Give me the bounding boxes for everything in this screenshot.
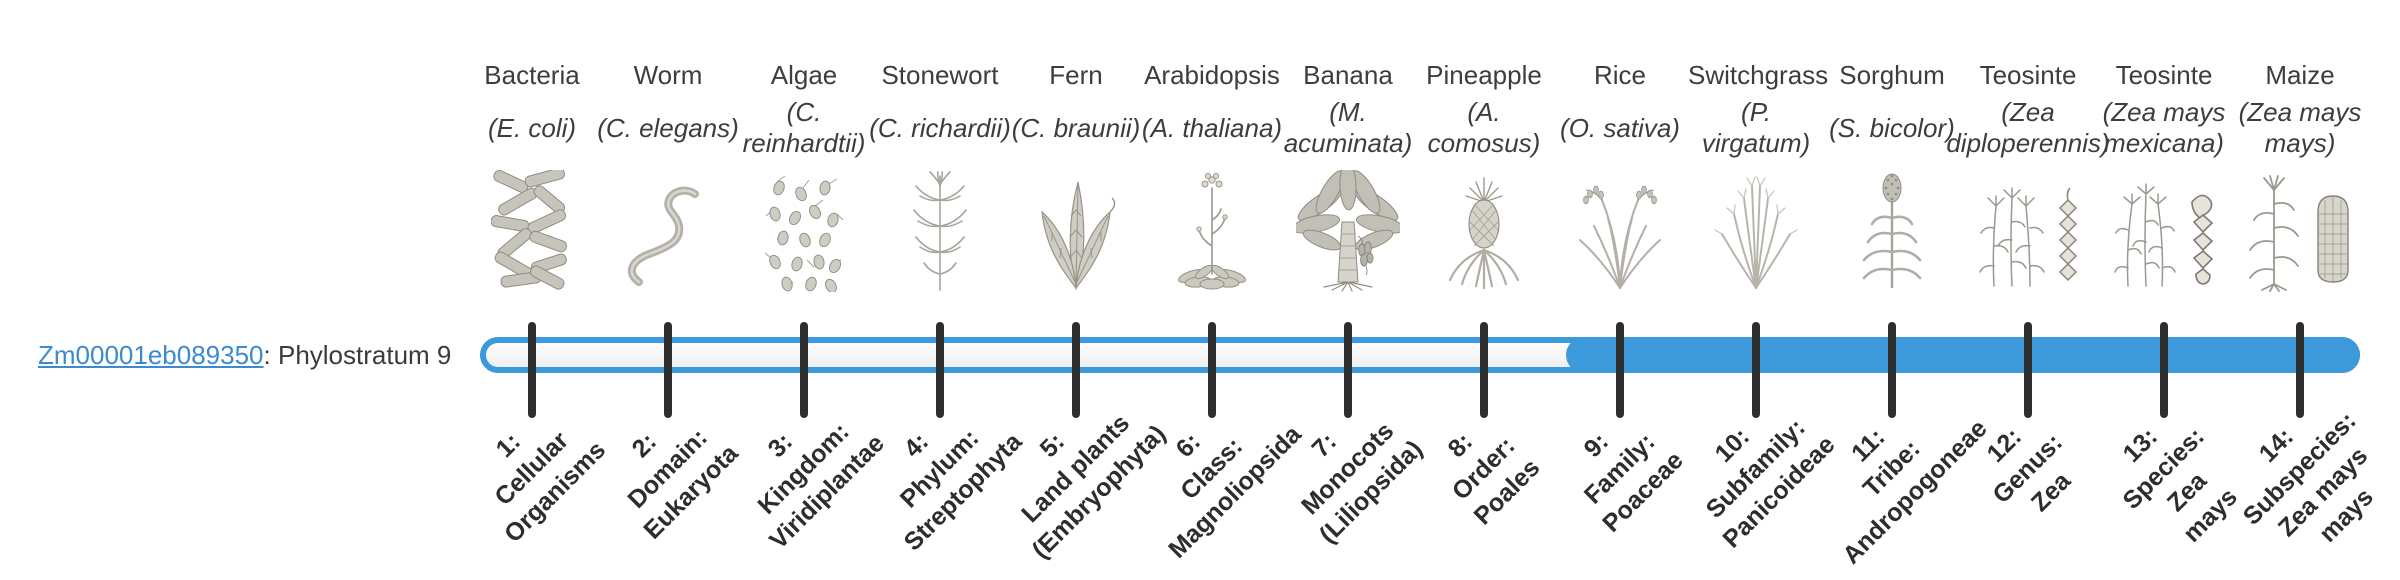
tick-9: [1616, 322, 1624, 418]
organism-name: Stonewort: [881, 60, 999, 90]
column-maize: Maize (Zea mays mays): [2232, 58, 2379, 548]
organism-species: (Zea mays mays): [2238, 97, 2362, 158]
column-stonewort: Stonewort (C. richardii) 4: Phylum:: [869, 58, 1027, 556]
column-arabidopsis: Arabidopsis (A. thaliana): [1142, 58, 1307, 564]
column-banana: Banana (M. acuminata): [1280, 58, 1428, 549]
sorghum-illustration: [1824, 164, 1960, 292]
organism-species: (A. comosus): [1427, 97, 1541, 158]
organism-species: (O. sativa): [1560, 112, 1680, 143]
organism-name: Pineapple: [1426, 60, 1542, 90]
tick-13: [2160, 322, 2168, 418]
column-fern: Fern (C. braunii) 5: Land pl: [1008, 58, 1172, 564]
tick-2: [664, 322, 672, 418]
tick-7: [1344, 322, 1352, 418]
organism-species: (C. braunii): [1011, 112, 1141, 143]
organism-name: Maize: [2265, 60, 2335, 90]
tick-5: [1072, 322, 1080, 418]
column-bacteria: Bacteria (E. coli): [464, 58, 611, 548]
column-worm: Worm (C. elegans) 2: Domain: Eukaryota: [597, 58, 743, 545]
stonewort-illustration: [872, 164, 1008, 292]
organism-name: Teosinte: [1979, 60, 2077, 90]
organism-species: (C. reinhardtii): [742, 97, 866, 158]
organism-species: (Zea mays mexicana): [2102, 97, 2226, 158]
gene-id-link[interactable]: Zm00001eb089350: [38, 340, 264, 370]
organism-name: Banana: [1303, 60, 1393, 90]
tick-10: [1752, 322, 1760, 418]
organism-species: (S. bicolor): [1829, 112, 1955, 143]
gene-label: Zm00001eb089350: Phylostratum 9: [38, 337, 451, 373]
organism-species: (A. thaliana): [1141, 112, 1283, 143]
organism-species: (C. elegans): [597, 112, 739, 143]
organism-name: Bacteria: [484, 60, 580, 90]
organism-species: (M. acuminata): [1283, 97, 1413, 158]
organism-species: (E. coli): [487, 112, 577, 143]
pineapple-illustration: [1416, 164, 1552, 292]
fern-illustration: [1008, 164, 1144, 292]
switchgrass-illustration: [1688, 164, 1824, 292]
organism-name: Switchgrass: [1688, 60, 1829, 90]
tick-11: [1888, 322, 1896, 418]
column-rice: Rice (O. sativa): [1552, 58, 1689, 538]
tick-3: [800, 322, 808, 418]
rice-illustration: [1552, 164, 1688, 292]
column-pineapple: Pineapple (A. comosus): [1416, 58, 1552, 530]
tick-1: [528, 322, 536, 418]
banana-illustration: [1280, 164, 1416, 292]
column-algae: Algae (C. reinhardtii): [736, 58, 890, 555]
organism-name: Fern: [1049, 60, 1103, 90]
tick-12: [2024, 322, 2032, 418]
tick-8: [1480, 322, 1488, 418]
organism-name: Teosinte: [2115, 60, 2213, 90]
tick-6: [1208, 322, 1216, 418]
phylostratum-fill: [1566, 337, 2360, 373]
column-teosinte-mexicana: Teosinte (Zea mays mexicana): [2096, 58, 2243, 548]
phylostratum-text: : Phylostratum 9: [263, 340, 452, 370]
organism-name: Algae: [770, 60, 838, 90]
arabidopsis-illustration: [1144, 164, 1280, 292]
worm-illustration: [600, 164, 736, 292]
column-teosinte-diploperennis: Teosinte (Zea diploperennis): [1946, 58, 2109, 517]
algae-illustration: [736, 164, 872, 292]
bacteria-illustration: [464, 164, 600, 292]
organism-species: (Zea diploperennis): [1946, 97, 2110, 158]
organism-name: Worm: [633, 60, 703, 90]
teosinte-mexicana-illustration: [2096, 164, 2232, 292]
column-sorghum: Sorghum (S. bicolor) 11: Tribe:: [1824, 58, 1993, 570]
column-switchgrass: Switchgrass (P. virgatum) 10: Subfamily: [1688, 58, 1840, 553]
organism-name: Arabidopsis: [1144, 60, 1280, 90]
organism-species: (C. richardii): [869, 112, 1011, 143]
organism-name: Rice: [1593, 60, 1646, 90]
teosinte-diploperennis-illustration: [1960, 164, 2096, 292]
organism-species: (P. virgatum): [1701, 97, 1811, 158]
tick-14: [2296, 322, 2304, 418]
maize-illustration: [2232, 164, 2368, 292]
organism-name: Sorghum: [1839, 60, 1945, 90]
tick-4: [936, 322, 944, 418]
